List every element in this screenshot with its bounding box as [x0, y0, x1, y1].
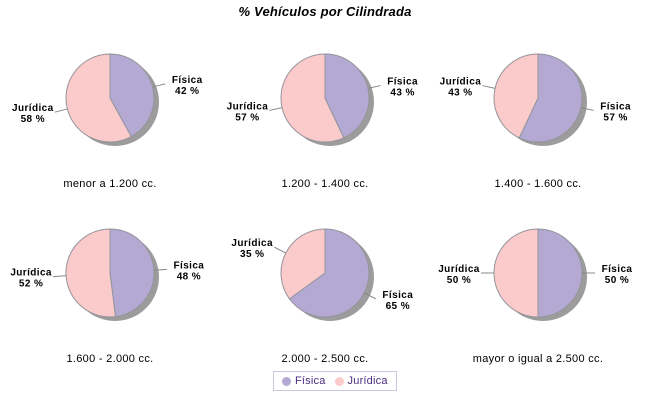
pie-slice-fisica	[288, 228, 370, 318]
slice-value-fisica: 43 %	[390, 88, 414, 99]
slice-label-juridica: Jurídica	[440, 77, 482, 88]
slice-label-fisica: Física	[174, 260, 205, 271]
pie-caption-1: menor a 1.200 cc.	[63, 178, 157, 190]
pie-slice-fisica	[109, 228, 155, 318]
slice-value-fisica: 42 %	[175, 86, 199, 97]
chart-legend: Física Jurídica	[273, 371, 397, 391]
pie-cell-3: Física 57 % Jurídica 43 % 1.400 - 1.600 cc.	[430, 28, 646, 200]
legend-label-fisica: Física	[295, 375, 326, 387]
pie-caption-6: mayor o igual a 2.500 cc.	[472, 353, 604, 365]
pie-caption-2: 1.200 - 1.400 cc.	[281, 178, 369, 190]
pie-caption-4: 1.600 - 2.000 cc.	[66, 353, 154, 365]
label-leader-line	[580, 107, 594, 111]
label-leader-line	[273, 246, 287, 254]
label-leader-line	[152, 83, 166, 88]
pie-slice-juridica	[493, 228, 539, 318]
legend-item-fisica: Física	[282, 375, 326, 387]
slice-label-juridica: Jurídica	[227, 101, 269, 112]
slice-value-juridica: 50 %	[447, 275, 471, 286]
label-leader-line	[153, 268, 167, 271]
slice-value-fisica: 48 %	[177, 271, 201, 282]
pie-cell-1: Física 42 % Jurídica 58 % menor a 1.200 cc.	[2, 28, 218, 200]
legend-marker-fisica-icon	[282, 376, 291, 386]
slice-value-fisica: 57 %	[603, 112, 627, 123]
slice-label-fisica: Física	[602, 264, 633, 275]
label-leader-line	[367, 85, 381, 89]
chart-title: % Vehículos por Cilindrada	[238, 4, 412, 19]
pie-slice-juridica	[65, 53, 132, 143]
pie-slice-fisica	[324, 53, 370, 139]
slice-label-fisica: Física	[172, 75, 203, 86]
slice-value-fisica: 50 %	[605, 275, 629, 286]
slice-value-fisica: 65 %	[386, 301, 410, 312]
legend-item-juridica: Jurídica	[334, 375, 388, 387]
slice-label-fisica: Física	[600, 101, 631, 112]
slice-label-juridica: Jurídica	[231, 238, 273, 249]
slice-label-juridica: Jurídica	[10, 268, 52, 279]
legend-marker-juridica-icon	[334, 376, 344, 386]
pie-cell-2: Física 43 % Jurídica 57 % 1.200 - 1.400 cc.	[217, 28, 433, 200]
pie-slice-juridica	[280, 53, 345, 143]
slice-value-juridica: 43 %	[448, 88, 472, 99]
slice-value-juridica: 57 %	[235, 112, 259, 123]
pie-slice-fisica	[518, 53, 583, 143]
pie-slice-juridica	[65, 228, 117, 318]
slice-label-juridica: Jurídica	[12, 103, 54, 114]
pie-caption-3: 1.400 - 1.600 cc.	[494, 178, 582, 190]
pie-slice-juridica	[493, 53, 539, 139]
label-leader-line	[482, 85, 496, 89]
slice-value-juridica: 35 %	[240, 249, 264, 260]
label-leader-line	[54, 108, 68, 113]
pie-caption-5: 2.000 - 2.500 cc.	[281, 353, 369, 365]
label-leader-line	[269, 107, 283, 111]
label-leader-line	[53, 275, 67, 278]
slice-value-juridica: 58 %	[21, 114, 45, 125]
pie-cell-5: Física 65 % Jurídica 35 % 2.000 - 2.500 cc.	[217, 203, 433, 375]
label-leader-line	[363, 292, 377, 300]
slice-label-juridica: Jurídica	[438, 264, 480, 275]
slice-label-fisica: Física	[382, 290, 413, 301]
slice-value-juridica: 52 %	[19, 279, 43, 290]
slice-label-fisica: Física	[387, 77, 418, 88]
legend-label-juridica: Jurídica	[347, 375, 388, 387]
pie-cell-6: Física 50 % Jurídica 50 % mayor o igual a 2…	[430, 203, 646, 375]
pie-cell-4: Física 48 % Jurídica 52 % 1.600 - 2.000 cc.	[2, 203, 218, 375]
